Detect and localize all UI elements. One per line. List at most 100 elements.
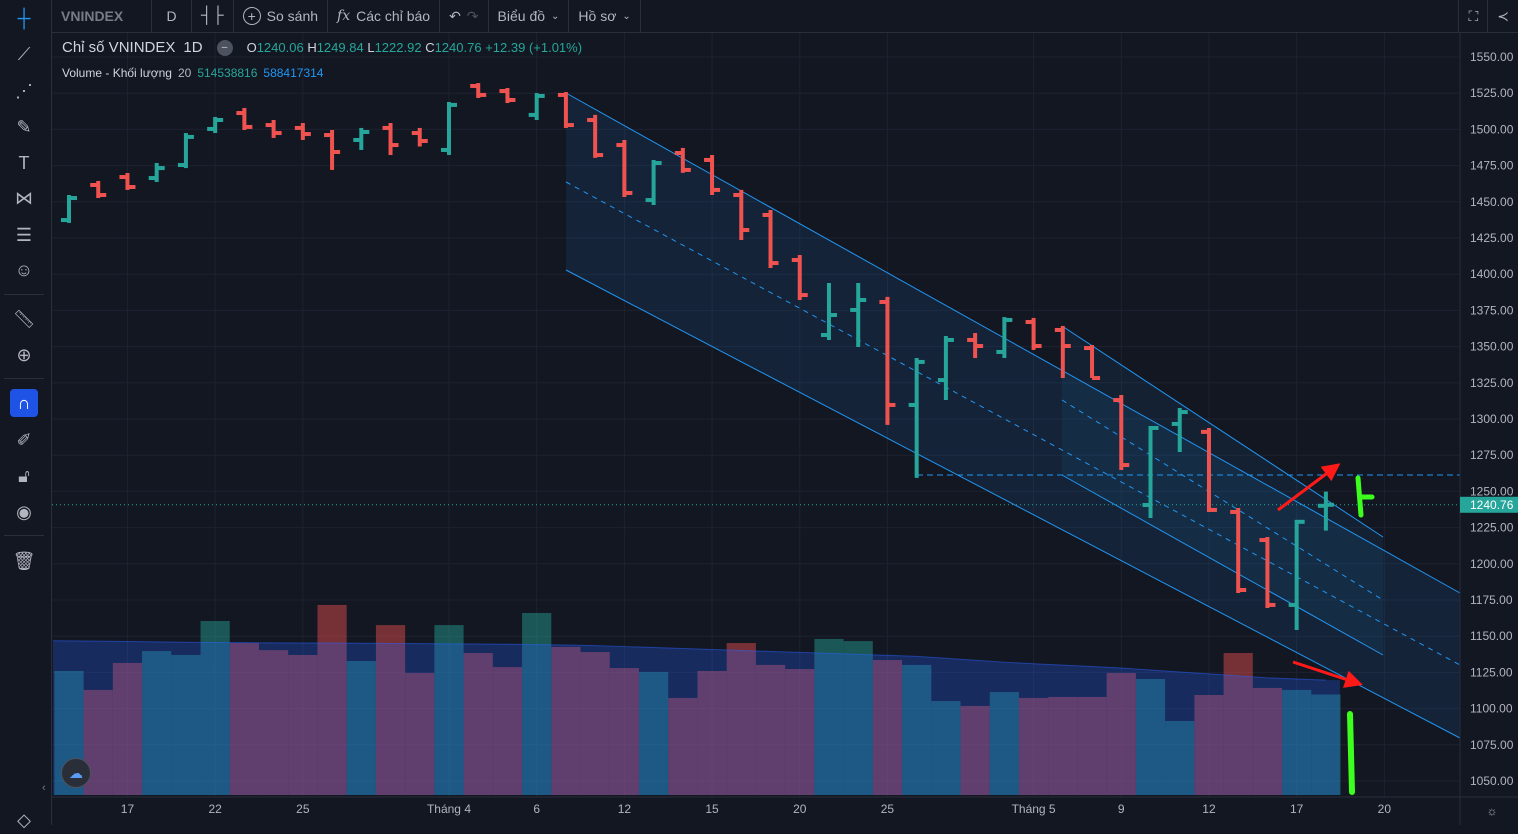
chart-menu-label: Biểu đồ: [497, 8, 546, 24]
volume-bar: [609, 668, 639, 795]
share-button[interactable]: ≺: [1488, 0, 1518, 33]
price-tick-label: 1550.00: [1470, 50, 1514, 64]
volume-ma-value: 588417314: [263, 66, 324, 80]
ohlc-bar: [791, 254, 808, 300]
volume-ma-line: [52, 640, 1326, 681]
high-label: H: [307, 40, 317, 55]
ohlc-bar: [996, 317, 1013, 359]
volume-bar: [639, 671, 669, 795]
time-tick-label: 12: [618, 802, 632, 816]
profile-menu-label: Hồ sơ: [578, 8, 617, 24]
ohlc-bar: [90, 180, 107, 199]
chart-menu-button[interactable]: Biểu đồ ⌄: [489, 0, 570, 33]
price-tick-label: 1200.00: [1470, 557, 1514, 571]
volume-bar: [1135, 678, 1166, 795]
eye-icon[interactable]: ◉: [16, 501, 32, 522]
volume-bar: [463, 653, 493, 795]
ruler-icon[interactable]: 📏︎: [12, 308, 36, 329]
price-tick-label: 1175.00: [1470, 593, 1513, 607]
compare-label: So sánh: [266, 8, 319, 24]
volume-bar: [1282, 689, 1312, 795]
ohlc-bar: [1259, 537, 1276, 608]
hide-icon[interactable]: –: [216, 39, 233, 56]
ohlc-bar: [1288, 519, 1305, 630]
volume-bar: [1018, 697, 1049, 795]
pitchfork-icon[interactable]: ⋰: [15, 80, 33, 101]
pattern-icon[interactable]: ⋈: [15, 187, 33, 208]
time-tick-label: Tháng 4: [427, 802, 471, 816]
high-value: 1249.84: [316, 40, 364, 55]
collapse-arrow-icon[interactable]: ‹: [42, 782, 46, 794]
ohlc-bar: [1142, 425, 1159, 519]
redo-icon[interactable]: ↷: [466, 7, 479, 24]
zoom-in-icon[interactable]: ⊕: [16, 344, 32, 365]
ohlc-bar: [499, 87, 516, 104]
interval-button[interactable]: D: [152, 0, 192, 33]
last-price-label: 1240.76: [1470, 498, 1514, 512]
price-tick-label: 1100.00: [1470, 702, 1513, 716]
diamond-icon[interactable]: ◇: [17, 809, 31, 830]
price-tick-label: 1275.00: [1470, 448, 1514, 462]
volume-length: 20: [177, 66, 192, 80]
time-tick-label: 22: [208, 802, 222, 816]
lock-icon[interactable]: 🔓︎: [18, 465, 30, 486]
profile-menu-button[interactable]: Hồ sơ ⌄: [569, 0, 641, 33]
volume-bar: [1165, 720, 1195, 795]
fullscreen-icon: ⛶: [1468, 7, 1479, 24]
ohlc-bar: [294, 123, 311, 140]
volume-ma-area: [53, 640, 1340, 795]
volume-bar: [726, 643, 756, 795]
ohlc-bar: [1084, 345, 1101, 381]
volume-bar: [200, 620, 230, 795]
prediction-icon[interactable]: ☰: [15, 224, 33, 245]
bar-style-button[interactable]: ┤├: [192, 0, 234, 33]
compare-button[interactable]: + So sánh: [234, 0, 329, 33]
undo-icon[interactable]: ↶: [449, 7, 461, 24]
close-value: 1240.76: [434, 40, 482, 55]
volume-bar: [551, 646, 581, 795]
ohlc-bar: [733, 189, 750, 241]
ohlc-bar: [61, 194, 77, 223]
ohlc-bar: [1200, 427, 1217, 512]
ohlc-bar: [967, 332, 984, 359]
lock-drawing-icon[interactable]: ✐: [16, 429, 32, 450]
ohlc-bar: [440, 102, 457, 156]
ohlc-bar: [382, 123, 399, 156]
ohlc-bar: [324, 129, 341, 170]
trend-line-icon[interactable]: ⟋: [17, 43, 31, 64]
volume-title: Volume - Khối lượng: [62, 66, 172, 80]
brush-icon[interactable]: ✎: [16, 116, 32, 137]
volume-bar: [902, 664, 932, 795]
text-icon[interactable]: T: [18, 152, 30, 173]
red-arrow-annotation: [1277, 463, 1341, 512]
volume-bar: [229, 643, 259, 795]
ohlc-bar: [645, 159, 662, 205]
volume-bar: [375, 625, 406, 795]
fullscreen-button[interactable]: ⛶: [1458, 0, 1489, 33]
channel-upper-line: [565, 92, 1461, 594]
logo-icon[interactable]: ☁: [61, 758, 91, 788]
volume-bar: [931, 701, 961, 795]
trash-icon[interactable]: 🗑︎: [12, 550, 36, 571]
emoji-icon[interactable]: ☺: [14, 259, 34, 280]
ohlc-bar: [762, 210, 779, 268]
ohlc-bar: [1317, 491, 1334, 531]
share-icon: ≺: [1497, 7, 1509, 24]
volume-bar: [1194, 695, 1224, 795]
ohlc-bar: [908, 358, 925, 478]
price-tick-label: 1400.00: [1470, 267, 1514, 281]
indicators-button[interactable]: fx Các chỉ báo: [328, 0, 441, 33]
volume-bar: [872, 660, 903, 795]
volume-bar: [785, 669, 815, 795]
plus-circle-icon: +: [242, 7, 261, 25]
ohlc-bar: [879, 296, 896, 425]
crosshair-icon[interactable]: ┼: [17, 7, 31, 28]
volume-bar: [346, 661, 376, 795]
low-value: 1222.92: [374, 40, 422, 55]
volume-pane: [52, 604, 1341, 795]
time-tick-label: 25: [881, 802, 895, 816]
magnet-icon[interactable]: ∩: [10, 389, 38, 417]
time-tick-label: 12: [1202, 802, 1216, 816]
symbol-search[interactable]: VNINDEX: [52, 0, 152, 33]
